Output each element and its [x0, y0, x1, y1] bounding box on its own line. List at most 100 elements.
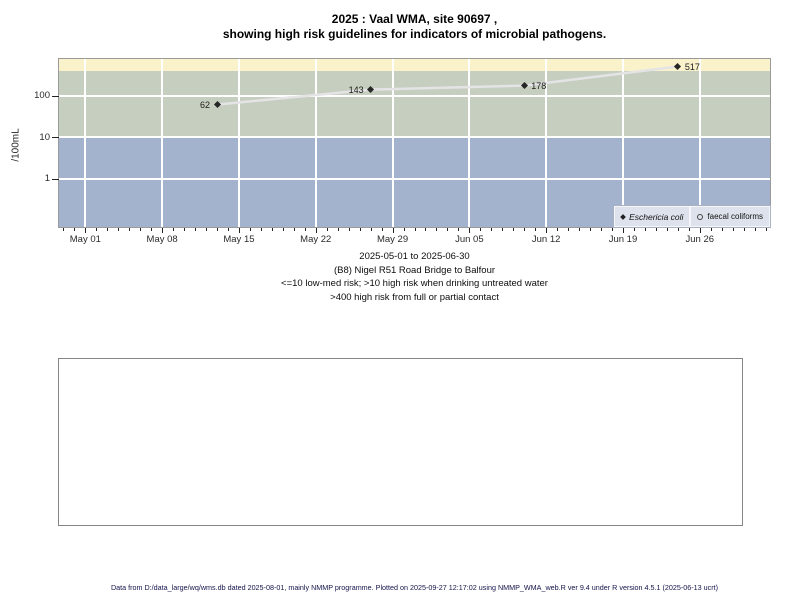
data-point-label: 517: [684, 61, 700, 72]
x-minor-tick: [74, 228, 76, 231]
x-minor-tick: [633, 228, 635, 231]
x-major-tick: [469, 228, 471, 233]
y-tick-mark: [52, 95, 59, 97]
filled-diamond-icon: [620, 213, 626, 220]
x-minor-tick: [337, 228, 339, 231]
x-minor-tick: [282, 228, 284, 231]
x-minor-tick: [217, 228, 218, 231]
x-minor-tick: [458, 228, 460, 231]
x-minor-tick: [491, 228, 493, 231]
y-tick-label: 10: [39, 131, 50, 143]
x-minor-tick: [688, 228, 690, 231]
x-tick-label: May 08: [146, 234, 178, 245]
x-minor-tick: [644, 228, 646, 231]
v-gridline: [237, 59, 240, 227]
x-minor-tick: [579, 228, 581, 231]
legend-item-faecal: faecal coliforms: [690, 206, 770, 227]
x-minor-tick: [502, 228, 504, 231]
y-tick-label: 100: [34, 90, 50, 102]
x-major-tick: [546, 228, 548, 233]
legend: Eschericia coli faecal coliforms: [614, 206, 770, 227]
data-point-label: 62: [199, 99, 210, 110]
x-minor-tick: [227, 228, 229, 231]
x-major-tick: [622, 228, 624, 233]
h-gridline: [59, 136, 770, 139]
x-minor-tick: [249, 228, 251, 231]
legend-label-ecoli: Eschericia coli: [629, 211, 684, 222]
x-minor-tick: [710, 228, 712, 231]
x-minor-tick: [63, 228, 65, 231]
x-major-tick: [392, 228, 394, 233]
x-minor-tick: [348, 228, 350, 231]
open-circle-icon: [697, 213, 704, 220]
x-minor-tick: [414, 228, 416, 231]
x-minor-tick: [304, 228, 306, 231]
x-minor-tick: [381, 228, 383, 231]
x-minor-tick: [568, 228, 570, 231]
x-minor-tick: [173, 228, 175, 231]
x-minor-tick: [370, 228, 372, 231]
x-minor-tick: [118, 228, 120, 231]
x-tick-label: Jun 19: [608, 234, 638, 245]
x-tick-label: May 15: [223, 234, 255, 245]
caption-block: 2025-05-01 to 2025-06-30 (B8) Nigel R51 …: [59, 250, 770, 304]
x-tick-label: May 29: [376, 234, 409, 245]
series-line: [216, 65, 678, 106]
x-minor-tick: [425, 228, 427, 231]
x-minor-tick: [743, 228, 745, 231]
x-tick-label: Jun 26: [685, 234, 715, 245]
y-tick-mark: [52, 137, 59, 139]
caption-risk-note-1: <=10 low-med risk; >10 high risk when dr…: [281, 278, 548, 289]
x-tick-label: Jun 12: [531, 234, 561, 245]
x-minor-tick: [655, 228, 657, 231]
x-minor-tick: [721, 228, 723, 231]
empty-panel: [58, 358, 743, 526]
x-minor-tick: [151, 228, 153, 231]
footer-note: Data from D:/data_large/wq/wms.db dated …: [110, 583, 719, 592]
v-gridline: [84, 59, 87, 227]
v-gridline: [391, 59, 394, 227]
x-minor-tick: [195, 228, 197, 231]
h-gridline: [59, 94, 770, 97]
x-minor-tick: [590, 228, 592, 231]
x-major-tick: [162, 228, 164, 233]
x-minor-tick: [557, 228, 559, 231]
x-minor-tick: [107, 228, 109, 231]
caption-risk-note-2: >400 high risk from full or partial cont…: [330, 291, 499, 303]
x-minor-tick: [96, 228, 98, 231]
v-gridline: [314, 59, 317, 227]
x-minor-tick: [677, 228, 679, 231]
x-minor-tick: [140, 228, 142, 231]
caption-site-name: (B8) Nigel R51 Road Bridge to Balfour: [333, 264, 496, 276]
plot-area: 62 143 178 517 Eschericia coli faecal colif…: [58, 58, 771, 228]
x-minor-tick: [535, 228, 537, 231]
x-minor-tick: [206, 228, 208, 231]
risk-band: [59, 59, 770, 72]
y-tick-label: 1: [44, 173, 50, 185]
x-minor-tick: [447, 228, 449, 231]
x-minor-tick: [612, 228, 613, 231]
v-gridline: [621, 59, 624, 227]
x-major-tick: [238, 228, 240, 233]
v-gridline: [698, 59, 701, 227]
x-major-tick: [85, 228, 87, 233]
chart-title: 2025 : Vaal WMA, site 90697 , showing hi…: [59, 12, 770, 42]
x-minor-tick: [754, 228, 756, 231]
x-minor-tick: [601, 228, 603, 231]
data-point-label: 178: [531, 80, 547, 91]
legend-label-faecal: faecal coliforms: [707, 212, 763, 221]
x-minor-tick: [524, 228, 526, 231]
h-gridline: [59, 177, 770, 180]
x-minor-tick: [184, 228, 186, 231]
x-tick-label: May 01: [69, 234, 101, 245]
x-minor-tick: [260, 228, 262, 231]
x-minor-tick: [403, 228, 405, 231]
risk-band: [59, 71, 770, 138]
x-minor-tick: [293, 228, 295, 231]
x-minor-tick: [129, 228, 131, 231]
x-minor-tick: [666, 228, 668, 231]
v-gridline: [468, 59, 471, 227]
x-major-tick: [315, 228, 317, 233]
x-minor-tick: [326, 228, 328, 231]
